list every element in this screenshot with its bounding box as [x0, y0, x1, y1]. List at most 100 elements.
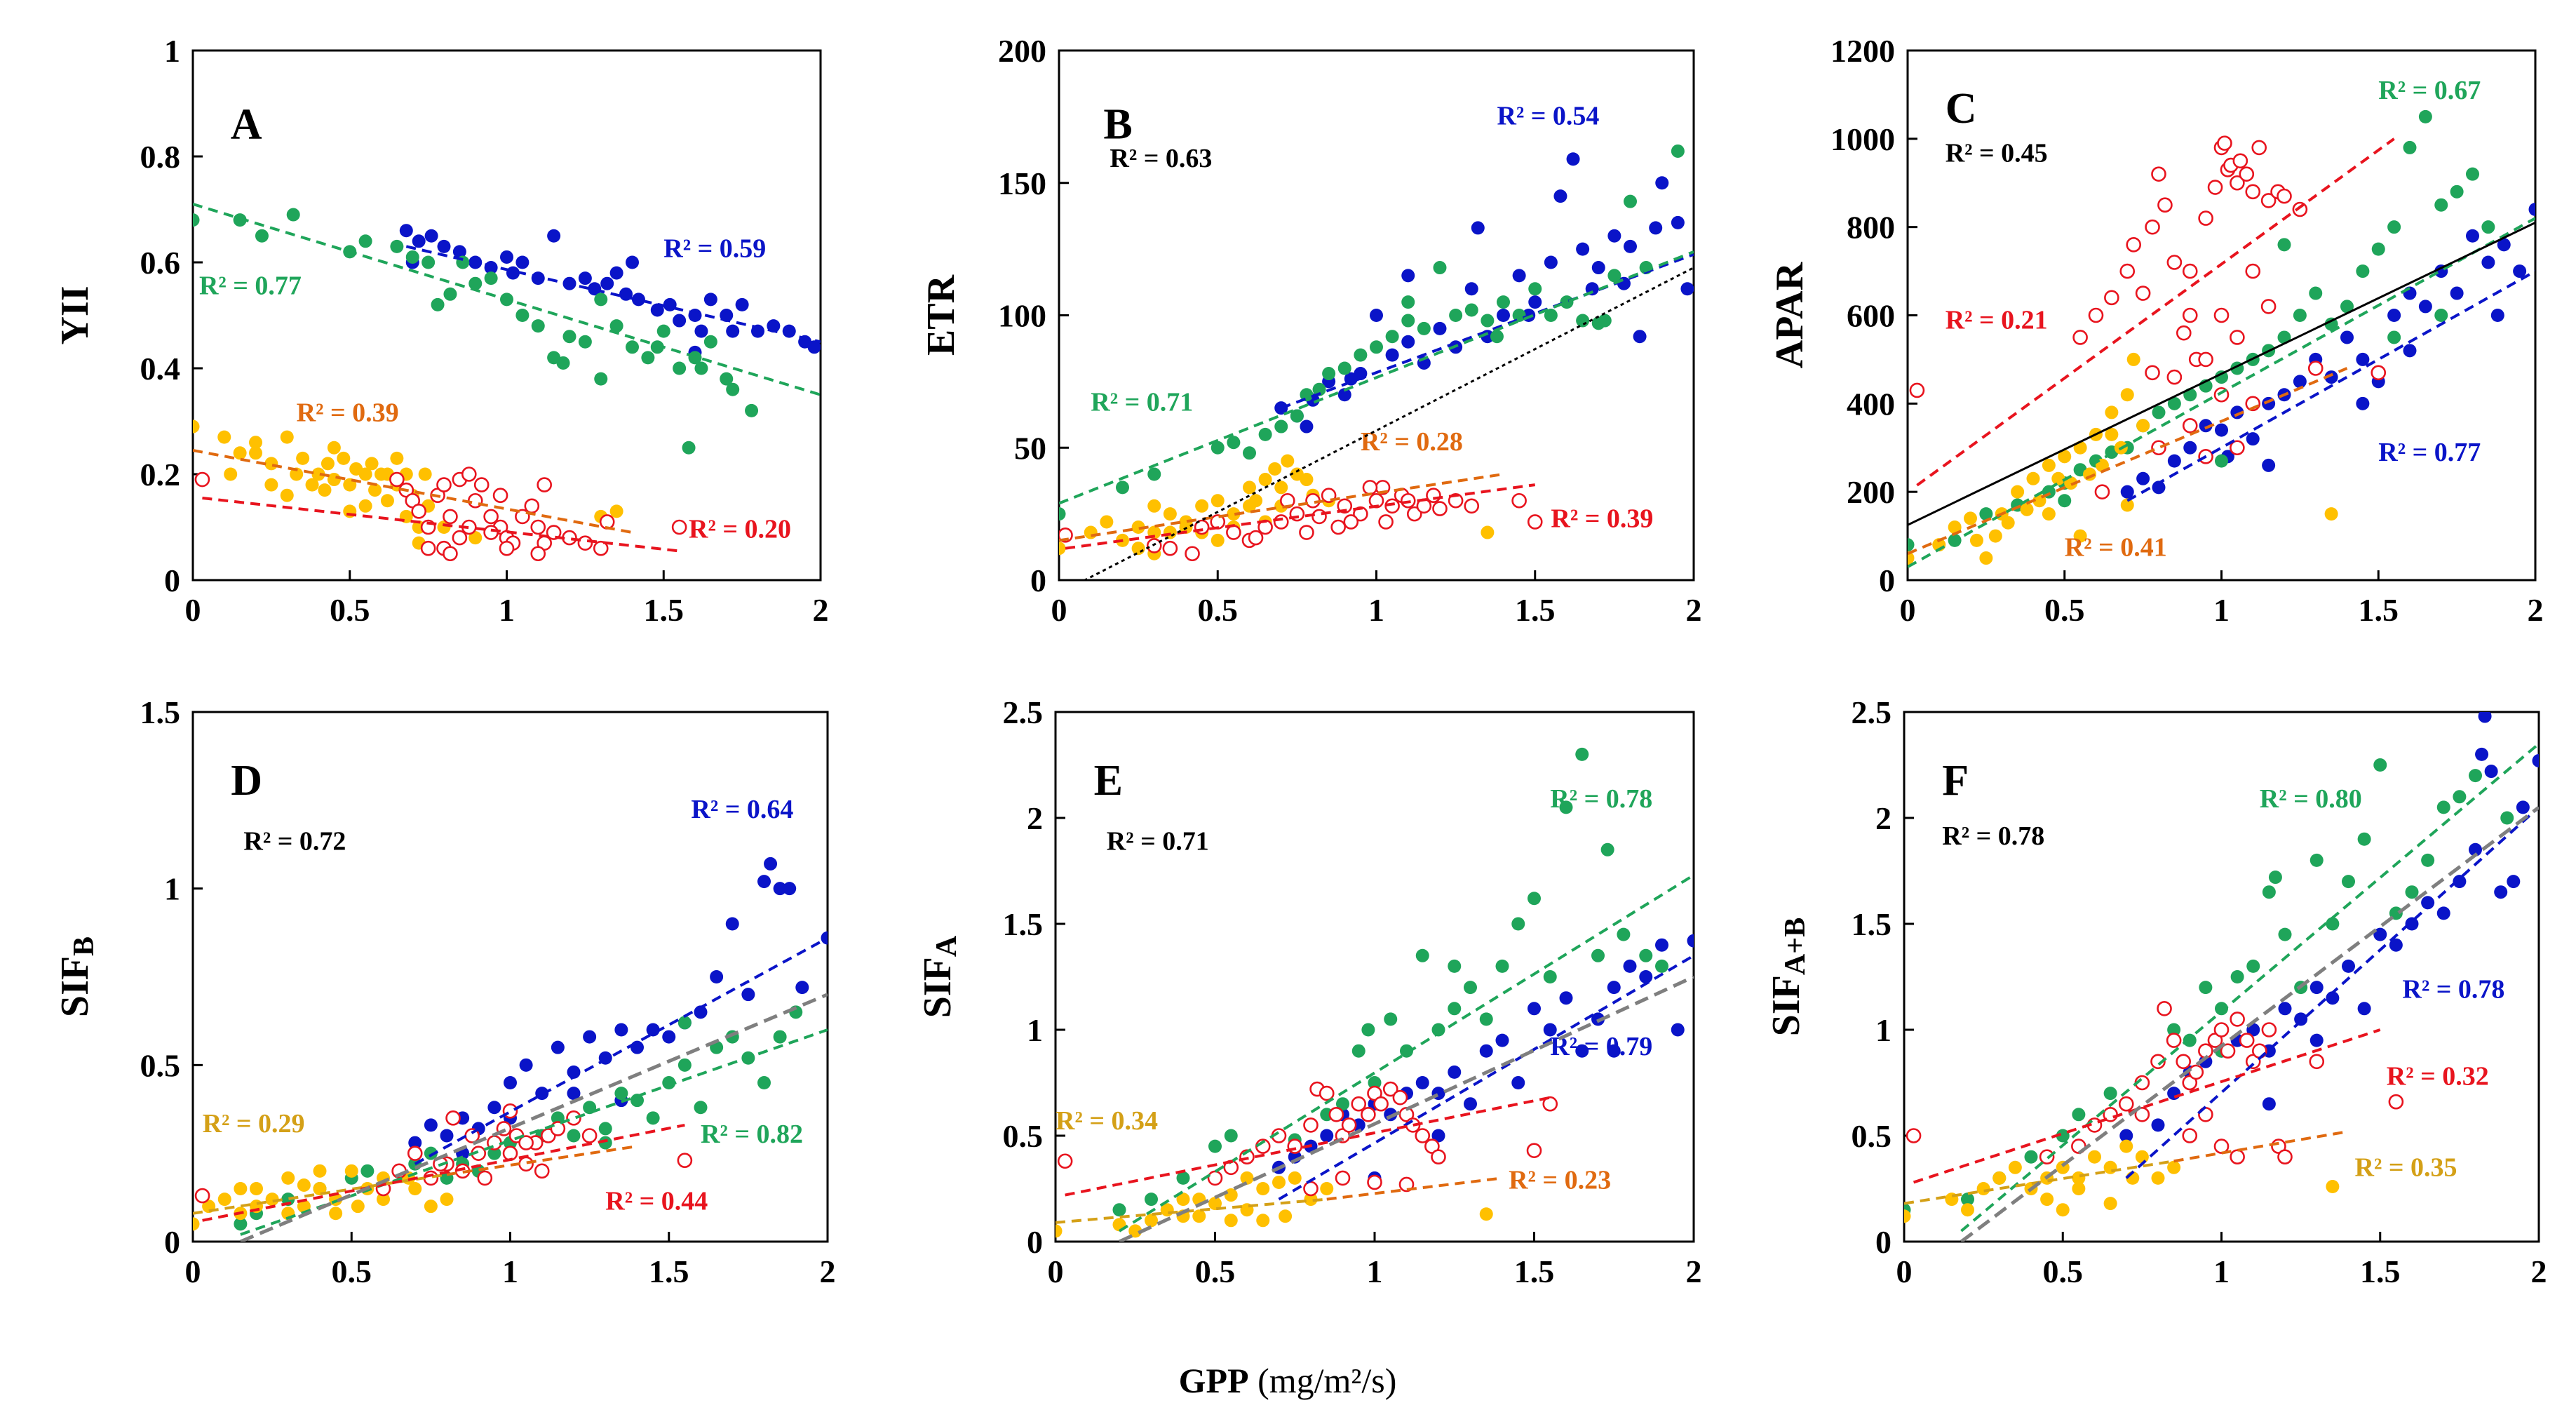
point-yellow: [424, 1200, 438, 1214]
point-green: [703, 335, 717, 349]
point-blue: [1464, 1097, 1477, 1111]
point-red: [2260, 299, 2277, 314]
point-green: [286, 208, 300, 222]
point-green: [1448, 1002, 1462, 1016]
point-yellow: [297, 1178, 311, 1192]
point-red: [1303, 1181, 1319, 1197]
point-yellow: [1163, 525, 1177, 539]
y-axis-label-main: SIF: [53, 956, 97, 1017]
point-blue: [783, 882, 797, 896]
point-yellow: [1211, 533, 1225, 547]
y-axis-label-main: YII: [53, 286, 97, 344]
point-blue: [1623, 959, 1637, 973]
point-green: [531, 319, 545, 333]
point-green: [2056, 1129, 2070, 1143]
point-red: [1319, 1085, 1335, 1101]
point-red: [2230, 1149, 2245, 1164]
point-green: [468, 276, 483, 290]
point-yellow: [329, 1207, 343, 1221]
point-yellow: [368, 483, 382, 497]
point-blue: [2453, 875, 2467, 889]
point-blue: [1495, 1033, 1509, 1047]
point-red: [1343, 514, 1359, 530]
point-blue: [2484, 765, 2498, 779]
x-tick-label: 0: [1900, 592, 1916, 628]
point-yellow: [2126, 352, 2140, 366]
point-yellow: [1274, 481, 1288, 495]
point-green: [2373, 758, 2387, 772]
point-green: [1384, 1012, 1398, 1026]
point-yellow: [351, 1200, 365, 1214]
point-green: [2183, 1033, 2197, 1047]
point-blue: [2528, 203, 2535, 216]
point-green: [1655, 959, 1668, 973]
point-green: [1600, 842, 1614, 857]
data-points: [1059, 144, 1694, 562]
point-green: [677, 1016, 692, 1030]
point-green: [720, 372, 734, 386]
point-yellow: [264, 457, 278, 471]
point-red: [2182, 307, 2198, 323]
point-yellow: [2105, 427, 2119, 441]
point-red: [1328, 1107, 1344, 1122]
point-yellow: [468, 531, 483, 545]
point-green: [2199, 981, 2213, 995]
y-tick-label: 1.5: [1003, 906, 1044, 942]
point-red: [1299, 525, 1314, 540]
point-blue: [1671, 1023, 1685, 1037]
point-red: [420, 540, 436, 556]
plot-frame: [191, 711, 829, 1243]
fit-line-red: [1065, 483, 1536, 550]
point-green: [2403, 140, 2417, 154]
point-green: [2326, 917, 2340, 931]
point-green: [1415, 948, 1429, 962]
x-tick-label: 1: [2213, 1254, 2230, 1289]
point-red: [2134, 1107, 2150, 1122]
point-red: [1330, 519, 1346, 535]
data-points: [1908, 109, 2535, 565]
point-yellow: [281, 1171, 295, 1185]
point-yellow: [1208, 1197, 1222, 1211]
point-red: [534, 1163, 550, 1179]
point-yellow: [1300, 473, 1314, 487]
data-points: [193, 857, 828, 1231]
point-yellow: [390, 451, 404, 465]
point-green: [1607, 269, 1621, 283]
point-blue: [1607, 1044, 1621, 1058]
y-tick-label: 0.5: [1852, 1118, 1892, 1154]
point-red: [407, 1146, 423, 1161]
fit-line-red: [1913, 1028, 2381, 1184]
point-red: [2182, 417, 2198, 434]
point-blue: [2342, 959, 2355, 973]
point-yellow: [2120, 388, 2134, 402]
point-blue: [1401, 335, 1415, 349]
point-red: [2151, 440, 2166, 456]
y-tick-label: 0: [164, 1224, 180, 1260]
point-green: [358, 234, 372, 248]
x-tick-label: 1.5: [1514, 1254, 1555, 1289]
point-green: [2466, 167, 2479, 181]
point-yellow: [2011, 485, 2025, 499]
y-tick-label: 0.2: [140, 457, 181, 492]
r2-label-blue: R² = 0.54: [1497, 102, 1599, 131]
point-red: [1378, 514, 1394, 530]
point-blue: [408, 1136, 422, 1150]
point-blue: [2136, 471, 2150, 485]
fit-line-red: [1065, 1096, 1551, 1197]
point-green: [1979, 507, 1993, 521]
x-tick-label: 0.5: [2044, 592, 2085, 628]
point-green: [2342, 875, 2355, 889]
point-blue: [773, 882, 787, 896]
point-red: [194, 1188, 210, 1204]
point-yellow: [249, 436, 262, 450]
point-green: [1370, 340, 1383, 354]
point-red: [1303, 1117, 1319, 1133]
point-red: [1273, 514, 1289, 530]
point-green: [2500, 811, 2514, 825]
x-tick-label: 1: [499, 592, 515, 628]
point-yellow: [2088, 1150, 2101, 1164]
point-blue: [578, 271, 592, 286]
point-red: [2261, 1022, 2277, 1037]
fit-line-orange: [193, 449, 633, 535]
point-red: [1361, 1107, 1376, 1122]
